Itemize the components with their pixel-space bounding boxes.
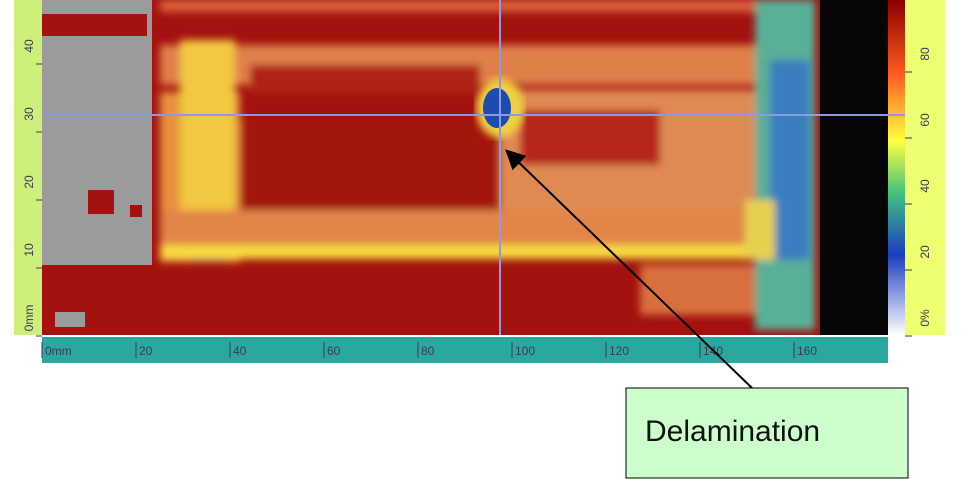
colorbar-tick-label: 80 — [918, 47, 932, 61]
c-scan-image — [42, 0, 888, 335]
y-tick-label: 10 — [22, 243, 36, 257]
colorbar-tick-label: 20 — [918, 245, 932, 259]
y-tick-label: 0mm — [22, 305, 36, 332]
colorbar-tick-label: 40 — [918, 179, 932, 193]
y-tick-label: 40 — [22, 39, 36, 53]
x-tick-label: 80 — [421, 344, 435, 358]
x-tick-label: 20 — [139, 344, 153, 358]
x-tick-label: 120 — [609, 344, 629, 358]
x-tick-label: 60 — [327, 344, 341, 358]
colorbar-tick-label: 60 — [918, 113, 932, 127]
y-tick-label: 30 — [22, 107, 36, 121]
x-tick-label: 100 — [515, 344, 535, 358]
x-tick-label: 160 — [797, 344, 817, 358]
x-tick-label: 40 — [233, 344, 247, 358]
x-tick-label: 0mm — [45, 344, 72, 358]
y-tick-label: 20 — [22, 175, 36, 189]
scan-screenshot: 0mm20406080100120140160 0mm10203040 0%20… — [0, 0, 979, 479]
colorbar — [888, 0, 905, 335]
annotation-text: Delamination — [645, 415, 820, 448]
x-axis-strip — [42, 337, 888, 363]
colorbar-tick-label: 0% — [918, 309, 932, 327]
